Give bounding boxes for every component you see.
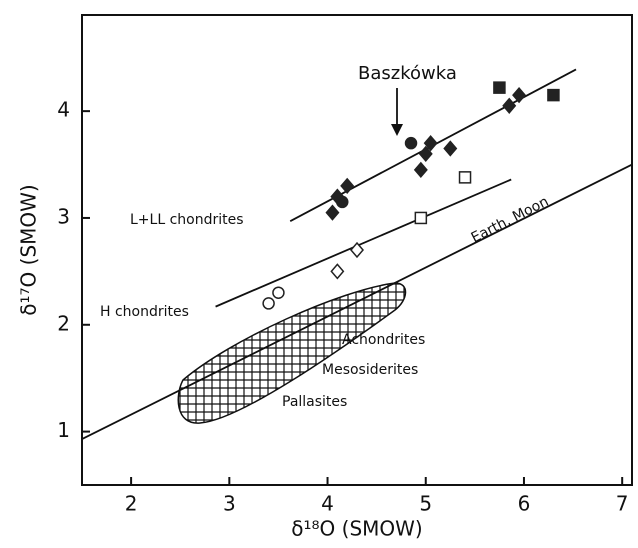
x-tick-label: 7: [616, 492, 629, 516]
point: [325, 204, 340, 221]
y-tick-label: 1: [57, 418, 70, 442]
plot-frame: [81, 14, 633, 486]
trend-line: [81, 163, 633, 440]
annotation: Pallasites: [282, 394, 347, 410]
line-label: Earth, Moon: [469, 194, 552, 247]
arrow-head: [391, 124, 403, 136]
point: [423, 135, 438, 152]
point: [443, 140, 458, 157]
point: [502, 97, 517, 114]
point: [413, 161, 428, 179]
annotation: Mesosiderites: [322, 362, 418, 378]
achondrite-field: [177, 282, 407, 424]
point: [547, 88, 560, 102]
series-label: L+LL chondrites: [130, 212, 244, 228]
point: [512, 86, 527, 104]
point: [330, 263, 345, 280]
point: [350, 241, 364, 259]
point: [414, 211, 428, 225]
x-tick-label: 3: [223, 492, 236, 516]
trend-line: [215, 178, 512, 308]
y-tick-label: 2: [57, 311, 70, 335]
series-label: H chondrites: [100, 304, 189, 320]
x-tick-label: 6: [518, 492, 531, 516]
point: [340, 177, 355, 195]
y-axis-label: δ¹⁷O (SMOW): [17, 184, 41, 315]
x-tick-label: 5: [419, 492, 432, 516]
point: [458, 171, 472, 184]
x-tick-label: 4: [321, 492, 334, 516]
y-tick-label: 4: [57, 98, 70, 122]
point: [262, 297, 275, 310]
x-axis-label: δ¹⁸O (SMOW): [291, 517, 422, 541]
point: [336, 195, 349, 209]
point: [272, 286, 285, 299]
annotation: Achondrites: [342, 332, 425, 348]
annotation: Baszkówka: [358, 63, 457, 84]
point: [404, 136, 418, 150]
point: [493, 81, 506, 94]
x-tick-label: 2: [125, 492, 138, 516]
y-tick-label: 3: [57, 204, 70, 228]
point: [418, 145, 433, 163]
